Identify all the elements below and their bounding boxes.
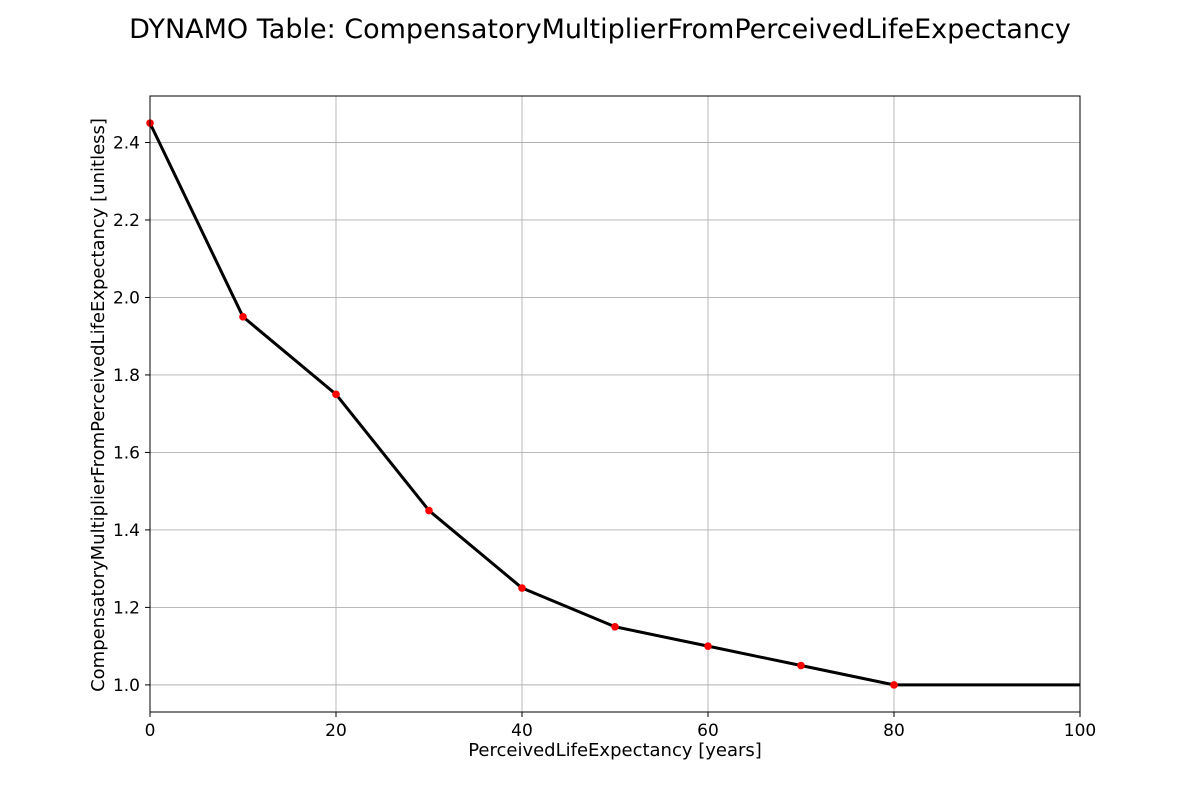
data-point-marker bbox=[704, 642, 712, 650]
y-tick-label: 1.2 bbox=[113, 598, 140, 618]
data-markers bbox=[146, 119, 898, 689]
x-tick-label: 60 bbox=[697, 721, 719, 741]
series-line bbox=[148, 122, 1080, 687]
data-point-marker bbox=[239, 313, 247, 321]
y-tick-label: 2.2 bbox=[113, 211, 140, 231]
data-point-marker bbox=[518, 584, 526, 592]
y-tick-label: 2.4 bbox=[113, 133, 140, 153]
x-tick-label: 0 bbox=[145, 721, 156, 741]
data-point-marker bbox=[611, 622, 619, 631]
x-tick-label: 40 bbox=[511, 721, 533, 741]
x-tick-label: 20 bbox=[325, 721, 347, 741]
data-point-marker bbox=[425, 506, 433, 515]
y-tick-label: 2.0 bbox=[113, 288, 140, 308]
y-axis-ticks: 1.0 1.2 1.4 1.6 1.8 2.0 2.2 2.4 bbox=[113, 133, 150, 696]
x-axis-ticks: 0 20 40 60 80 100 bbox=[145, 712, 1096, 741]
y-tick-label: 1.0 bbox=[113, 676, 140, 696]
data-point-marker bbox=[332, 390, 340, 399]
grid-lines bbox=[149, 96, 1081, 712]
y-tick-label: 1.8 bbox=[113, 366, 140, 386]
chart-title: DYNAMO Table: CompensatoryMultiplierFrom… bbox=[129, 14, 1071, 45]
x-axis-label: PerceivedLifeExpectancy [years] bbox=[468, 740, 762, 761]
plot-frame bbox=[149, 95, 1081, 713]
data-point-marker bbox=[890, 681, 898, 689]
y-tick-label: 1.4 bbox=[113, 521, 140, 541]
x-tick-label: 100 bbox=[1064, 721, 1096, 741]
y-axis-label: CompensatoryMultiplierFromPerceivedLifeE… bbox=[88, 118, 109, 692]
data-point-marker bbox=[797, 661, 805, 670]
y-tick-label: 1.6 bbox=[113, 443, 140, 463]
x-tick-label: 80 bbox=[883, 721, 905, 741]
series-lines bbox=[148, 122, 1080, 687]
